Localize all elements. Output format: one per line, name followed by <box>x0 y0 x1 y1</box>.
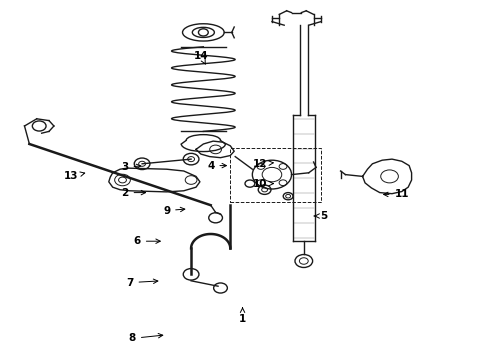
Text: 6: 6 <box>134 236 160 246</box>
Text: 10: 10 <box>252 179 273 189</box>
Text: 13: 13 <box>64 171 85 181</box>
Text: 1: 1 <box>239 308 246 324</box>
Text: 8: 8 <box>129 333 163 343</box>
Text: 12: 12 <box>252 159 273 169</box>
Text: 11: 11 <box>384 189 409 199</box>
Text: 14: 14 <box>194 51 208 64</box>
Text: 7: 7 <box>126 278 158 288</box>
Text: 3: 3 <box>122 162 141 172</box>
Text: 5: 5 <box>314 211 327 221</box>
Text: 4: 4 <box>207 161 226 171</box>
Text: 2: 2 <box>122 188 146 198</box>
Text: 9: 9 <box>163 206 185 216</box>
